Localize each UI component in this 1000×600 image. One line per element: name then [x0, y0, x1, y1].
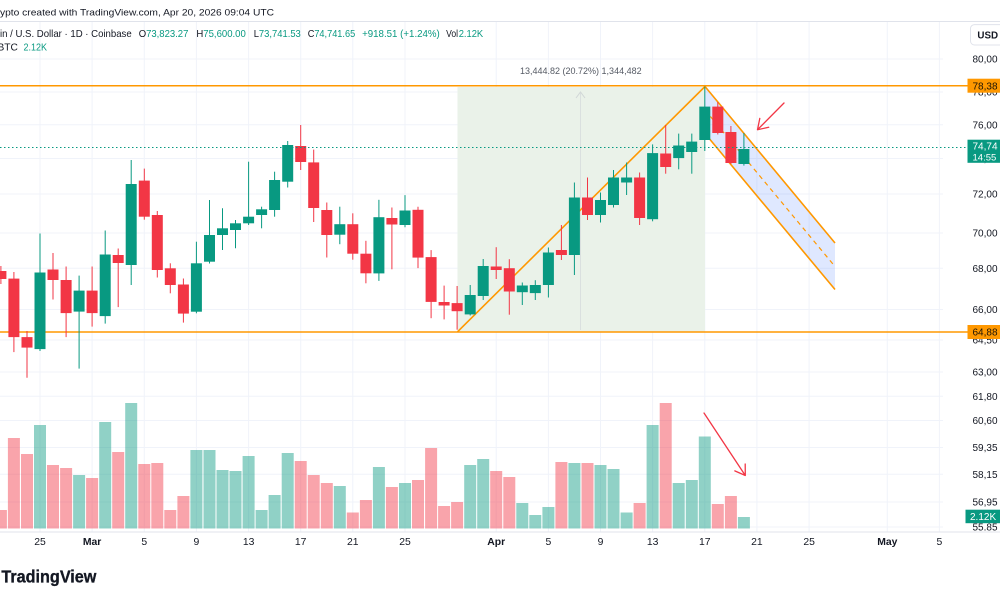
svg-text:56,95: 56,95 — [973, 498, 998, 509]
svg-text:25: 25 — [399, 537, 411, 548]
svg-text:2.12K: 2.12K — [459, 29, 484, 40]
svg-text:Vol: Vol — [446, 29, 458, 40]
svg-text:C74,741.65: C74,741.65 — [308, 29, 356, 40]
svg-text:BTC: BTC — [0, 43, 18, 54]
svg-text:14:55: 14:55 — [973, 152, 997, 163]
svg-text:55.85: 55.85 — [973, 523, 998, 534]
svg-text:76,00: 76,00 — [973, 120, 998, 131]
svg-text:2.12K: 2.12K — [24, 43, 48, 54]
svg-text:May: May — [877, 537, 897, 548]
svg-text:H75,600.00: H75,600.00 — [196, 29, 246, 40]
svg-text:5: 5 — [937, 537, 943, 548]
svg-text:74,74: 74,74 — [973, 142, 998, 153]
svg-text:21: 21 — [347, 537, 359, 548]
svg-text:25: 25 — [34, 537, 46, 548]
svg-text:21: 21 — [751, 537, 763, 548]
svg-text:in / U.S. Dollar · 1D · Coinba: in / U.S. Dollar · 1D · Coinbase — [0, 29, 132, 40]
svg-text:64,88: 64,88 — [973, 328, 998, 339]
svg-text:5: 5 — [546, 537, 552, 548]
svg-text:13,444.82 (20.72%) 1,344,482: 13,444.82 (20.72%) 1,344,482 — [520, 66, 642, 77]
svg-text:66,00: 66,00 — [973, 305, 998, 316]
svg-text:13: 13 — [647, 537, 659, 548]
svg-text:25: 25 — [803, 537, 815, 548]
svg-text:60,60: 60,60 — [973, 416, 998, 427]
svg-text:68,00: 68,00 — [973, 264, 998, 275]
svg-text:58,15: 58,15 — [973, 470, 998, 481]
svg-text:78,38: 78,38 — [973, 81, 998, 92]
svg-text:17: 17 — [295, 537, 307, 548]
svg-text:+918.51 (+1.24%): +918.51 (+1.24%) — [362, 29, 440, 40]
svg-text:13: 13 — [243, 537, 255, 548]
svg-text:USD: USD — [977, 31, 998, 42]
svg-text:9: 9 — [194, 537, 200, 548]
svg-text:64,50: 64,50 — [973, 336, 998, 347]
svg-text:80,00: 80,00 — [973, 55, 998, 66]
svg-text:59,35: 59,35 — [973, 443, 998, 454]
svg-text:ypto created with TradingView.: ypto created with TradingView.com, Apr 2… — [0, 8, 274, 19]
svg-text:9: 9 — [598, 537, 604, 548]
svg-text:L73,741.53: L73,741.53 — [254, 29, 301, 40]
svg-text:TradingView: TradingView — [1, 566, 96, 586]
svg-text:2.12K: 2.12K — [970, 512, 996, 523]
svg-text:70,00: 70,00 — [973, 229, 998, 240]
svg-text:61,80: 61,80 — [973, 392, 998, 403]
svg-text:72,00: 72,00 — [973, 190, 998, 201]
svg-text:Mar: Mar — [83, 537, 101, 548]
svg-text:17: 17 — [699, 537, 711, 548]
svg-text:Apr: Apr — [487, 537, 505, 548]
svg-text:5: 5 — [141, 537, 147, 548]
svg-text:63,00: 63,00 — [973, 368, 998, 379]
svg-text:78,00: 78,00 — [973, 88, 998, 99]
svg-text:O73,823.27: O73,823.27 — [139, 29, 189, 40]
